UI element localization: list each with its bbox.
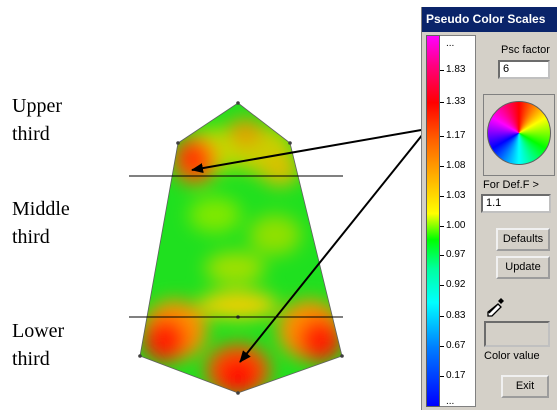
scale-tick: 1.03 xyxy=(440,190,476,202)
label-upper-third: Upper third xyxy=(12,94,62,146)
upper-line1: Upper xyxy=(12,95,62,117)
color-value-swatch xyxy=(484,321,550,347)
middle-line1: Middle xyxy=(12,198,70,220)
exit-button[interactable]: Exit xyxy=(501,375,549,398)
label-middle-third: Middle third xyxy=(12,197,70,249)
tick-mark xyxy=(440,316,444,317)
middle-line2: third xyxy=(12,226,50,248)
psc-factor-label: Psc factor xyxy=(501,44,550,56)
scale-tick: 0.17 xyxy=(440,370,476,382)
upper-line2: third xyxy=(12,123,50,145)
def-f-label: For Def.F > xyxy=(483,179,539,191)
scale-tick: 1.08 xyxy=(440,160,476,172)
scale-tick: 0.92 xyxy=(440,279,476,291)
color-wheel-frame xyxy=(483,94,555,176)
outline-nodes xyxy=(138,101,344,395)
color-scale-bar xyxy=(426,35,440,407)
tick-label: 1.00 xyxy=(446,220,466,231)
tick-label: 0.17 xyxy=(446,370,466,381)
tick-mark xyxy=(440,166,444,167)
scale-tick: 1.83 xyxy=(440,64,476,76)
pseudo-color-scales-panel: Pseudo Color Scales ... 1.83 1.33 1.17 1.08 1… xyxy=(421,7,557,410)
scale-tick: 0.83 xyxy=(440,310,476,322)
update-button[interactable]: Update xyxy=(496,256,550,279)
scale-tick-labels: ... 1.83 1.33 1.17 1.08 1.03 1.00 0.97 0.92 0.83 0… xyxy=(440,35,476,407)
scale-tick: 1.17 xyxy=(440,130,476,142)
scale-tick: 1.33 xyxy=(440,96,476,108)
scale-tick: 1.00 xyxy=(440,220,476,232)
tick-mark xyxy=(440,102,444,103)
contour-plot xyxy=(140,103,342,393)
defaults-button[interactable]: Defaults xyxy=(496,228,550,251)
tick-label: 1.83 xyxy=(446,64,466,75)
tick-label: 1.17 xyxy=(446,130,466,141)
tick-mark xyxy=(440,346,444,347)
tick-mark xyxy=(440,136,444,137)
scale-tick: ... xyxy=(440,396,476,408)
color-value-label: Color value xyxy=(484,350,540,362)
tick-label: ... xyxy=(446,396,455,407)
tick-mark xyxy=(440,285,444,286)
arrow-lower xyxy=(239,128,428,363)
tick-mark xyxy=(440,70,444,71)
tick-label: 0.83 xyxy=(446,310,466,321)
scale-tick: ... xyxy=(440,38,476,50)
lower-line1: Lower xyxy=(12,320,65,342)
scale-tick: 0.97 xyxy=(440,249,476,261)
tick-mark xyxy=(440,196,444,197)
psc-factor-input[interactable]: 6 xyxy=(498,60,550,79)
color-wheel-icon[interactable] xyxy=(487,101,551,165)
tick-label: 1.33 xyxy=(446,96,466,107)
tick-label: 0.97 xyxy=(446,249,466,260)
tick-label: 0.92 xyxy=(446,279,466,290)
tick-label: 0.67 xyxy=(446,340,466,351)
tick-label: 1.08 xyxy=(446,160,466,171)
label-lower-third: Lower third xyxy=(12,319,64,371)
lower-line2: third xyxy=(12,348,50,370)
tick-mark xyxy=(440,226,444,227)
tick-mark xyxy=(440,255,444,256)
tick-label: ... xyxy=(446,38,455,49)
def-f-input[interactable]: 1.1 xyxy=(481,194,551,213)
tick-label: 1.03 xyxy=(446,190,466,201)
panel-title: Pseudo Color Scales xyxy=(422,7,557,32)
eyedropper-icon[interactable] xyxy=(485,295,507,317)
arrow-upper xyxy=(191,128,428,174)
tick-mark xyxy=(440,376,444,377)
scale-tick: 0.67 xyxy=(440,340,476,352)
